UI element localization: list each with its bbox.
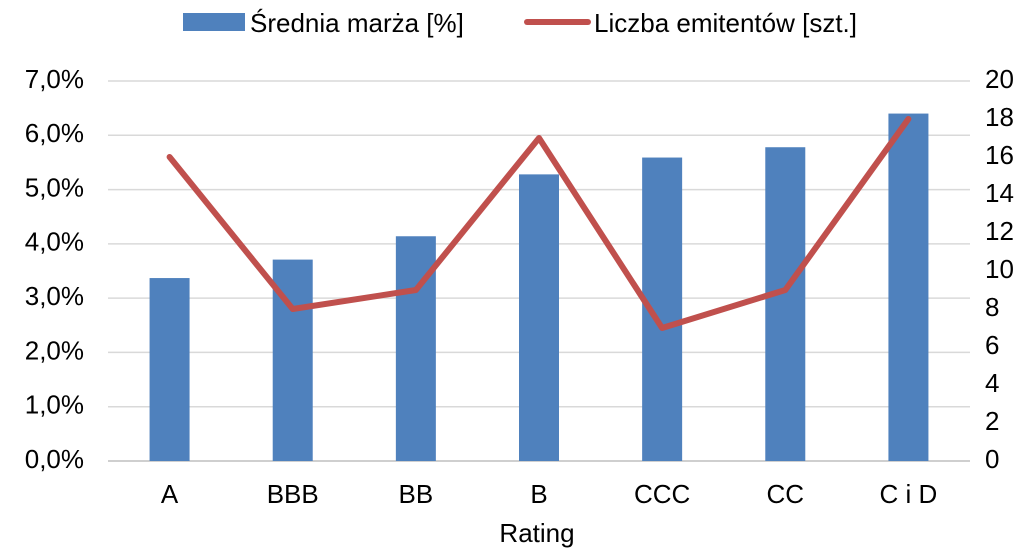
left-tick-label: 3,0% (25, 281, 84, 311)
legend: Średnia marża [%] Liczba emitentów [szt.… (183, 8, 857, 38)
right-tick-label: 6 (985, 330, 999, 360)
category-label: CCC (634, 479, 690, 509)
line-point (659, 325, 665, 331)
line-point (167, 154, 173, 160)
category-label: B (530, 479, 547, 509)
x-axis-label: Rating (499, 518, 574, 548)
bar (149, 278, 190, 461)
left-tick-label: 1,0% (25, 390, 84, 420)
bar (519, 174, 559, 461)
line-series (166, 116, 912, 331)
right-tick-label: 0 (985, 444, 999, 474)
category-labels: A BBB BB B CCC CC C i D (161, 479, 937, 509)
right-tick-label: 4 (985, 368, 999, 398)
category-label: CC (767, 479, 805, 509)
bar (765, 147, 806, 461)
line-point (290, 306, 296, 312)
right-tick-label: 2 (985, 406, 999, 436)
line-point (413, 287, 419, 293)
category-label: BBB (267, 479, 319, 509)
category-label: BB (399, 479, 434, 509)
right-tick-label: 10 (985, 254, 1014, 284)
left-tick-label: 0,0% (25, 444, 84, 474)
legend-bar-label: Średnia marża [%] (250, 8, 464, 38)
legend-bar-swatch (183, 13, 245, 31)
left-tick-label: 5,0% (25, 172, 84, 202)
right-tick-label: 14 (985, 178, 1014, 208)
right-tick-label: 8 (985, 292, 999, 322)
right-axis-ticks: 0 2 4 6 8 10 12 14 16 18 20 (985, 64, 1014, 474)
legend-line-label: Liczba emitentów [szt.] (594, 8, 857, 38)
left-tick-label: 7,0% (25, 64, 84, 94)
line-point (536, 135, 542, 141)
category-label: A (161, 479, 179, 509)
left-tick-label: 6,0% (25, 118, 84, 148)
line-point (905, 116, 911, 122)
right-tick-label: 12 (985, 216, 1014, 246)
right-tick-label: 16 (985, 140, 1014, 170)
bar (888, 113, 929, 462)
left-axis-ticks: 0,0% 1,0% 2,0% 3,0% 4,0% 5,0% 6,0% 7,0% (25, 64, 84, 474)
right-tick-label: 20 (985, 64, 1014, 94)
line-point (782, 287, 788, 293)
left-tick-label: 2,0% (25, 335, 84, 365)
left-tick-label: 4,0% (25, 227, 84, 257)
category-label: C i D (880, 479, 938, 509)
right-tick-label: 18 (985, 102, 1014, 132)
bar-series (149, 113, 929, 462)
